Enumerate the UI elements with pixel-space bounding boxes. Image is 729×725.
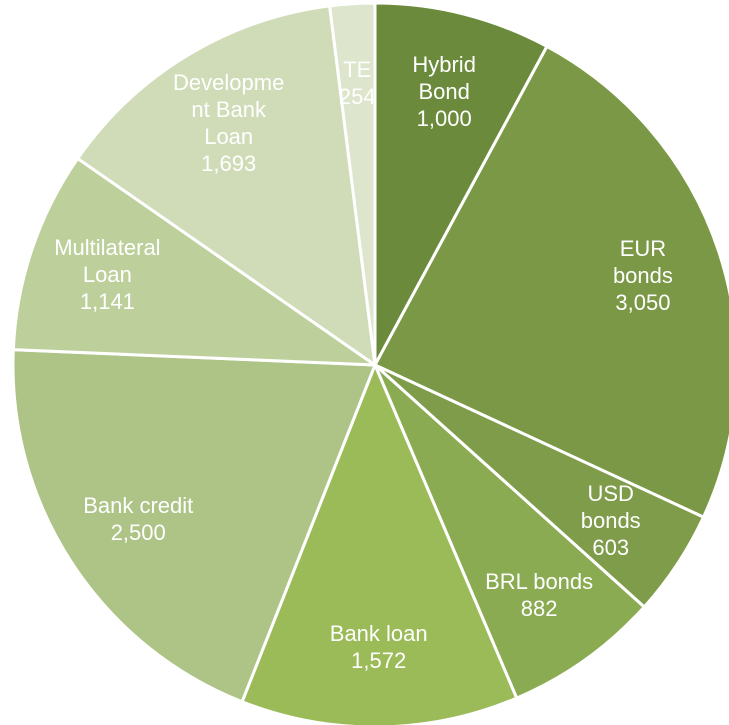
pie-slice bbox=[11, 156, 381, 367]
label-box: TE 254 bbox=[301, 3, 413, 163]
category-label: Hybrid Bond bbox=[412, 51, 476, 104]
category-label: Bank loan bbox=[329, 621, 428, 647]
value-label: 1,141 bbox=[79, 289, 135, 315]
category-label: BRL bonds bbox=[485, 568, 594, 594]
label-box: Bank credit 2,500 bbox=[82, 439, 194, 599]
value-label: 882 bbox=[520, 595, 558, 621]
label-box: Hybrid Bond 1,000 bbox=[388, 11, 500, 171]
label-box: Development Bank Loan 1,693 bbox=[173, 43, 285, 203]
value-label: 1,000 bbox=[416, 105, 472, 131]
category-label: Development Bank Loan bbox=[173, 70, 285, 150]
label-box: Bank loan 1,572 bbox=[323, 567, 435, 725]
category-label: EUR bonds bbox=[612, 236, 673, 289]
category-label: TE bbox=[343, 57, 372, 83]
value-label: 3,050 bbox=[615, 290, 671, 316]
value-label: 254 bbox=[338, 84, 376, 110]
category-label: Bank credit bbox=[83, 492, 194, 518]
label-box: EUR bonds 3,050 bbox=[587, 196, 699, 356]
pie-slice bbox=[11, 348, 378, 704]
pie-slice bbox=[373, 363, 647, 701]
label-box: BRL bonds 882 bbox=[483, 515, 595, 675]
value-label: 1,693 bbox=[201, 151, 257, 177]
value-label: 1,572 bbox=[351, 648, 407, 674]
value-label: 603 bbox=[592, 534, 630, 560]
category-label: Multilateral Loan bbox=[54, 235, 161, 288]
value-label: 2,500 bbox=[110, 519, 166, 545]
pie-slice bbox=[327, 1, 377, 366]
category-label: USD bonds bbox=[580, 480, 641, 533]
pie-slice bbox=[75, 4, 377, 369]
pie-slice bbox=[373, 1, 549, 366]
label-box: Multilateral Loan 1,141 bbox=[51, 195, 163, 355]
pie-slice bbox=[372, 44, 729, 520]
label-box: USD bonds 603 bbox=[555, 440, 667, 600]
pie-slice bbox=[240, 361, 519, 725]
